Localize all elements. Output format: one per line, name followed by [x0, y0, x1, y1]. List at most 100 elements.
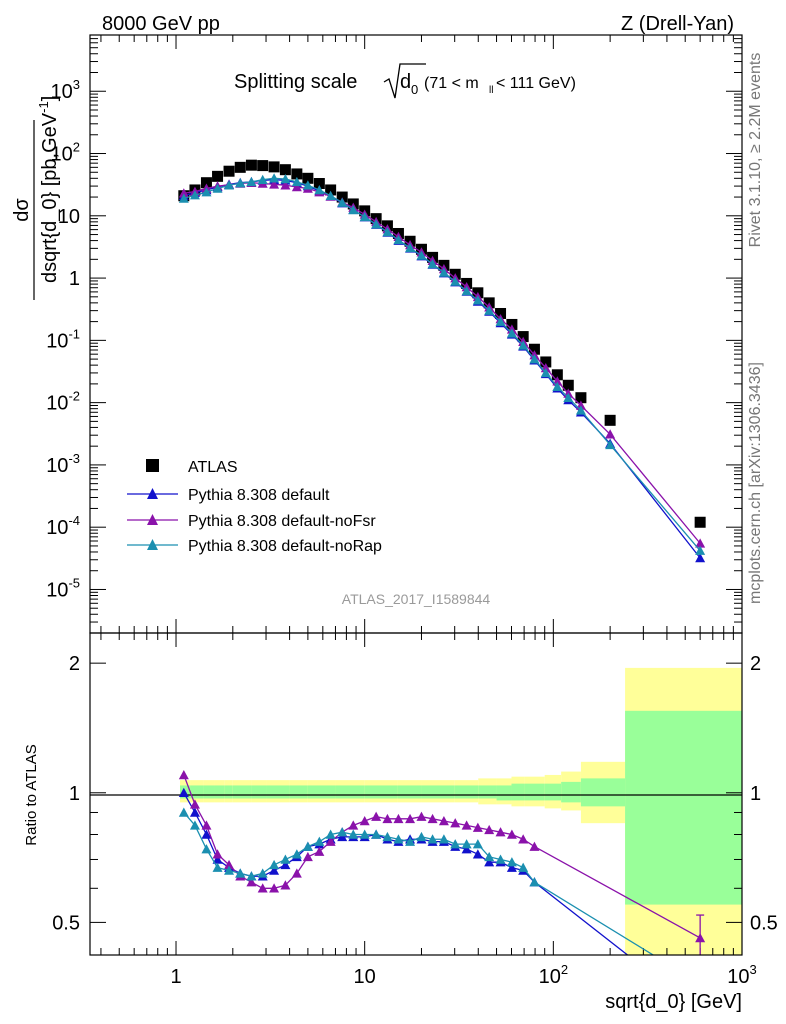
band-inner: [251, 785, 267, 799]
series-point-noRap: [212, 183, 223, 193]
ratio-point-default: [337, 831, 348, 842]
ratio-point-noFsr: [212, 849, 223, 859]
ratio-y-tick-label-right: 0.5: [750, 912, 778, 934]
band-inner: [561, 781, 581, 803]
atlas-point: [291, 168, 303, 180]
legend: ATLAS Pythia 8.308 default Pythia 8.308 …: [127, 459, 382, 555]
ratio-ticks: [90, 633, 742, 955]
title-main: Splitting scale: [234, 71, 357, 93]
series-point-noRap: [575, 405, 586, 415]
series-point-noRap: [371, 219, 382, 229]
series-point-noRap: [450, 276, 461, 286]
ratio-point-default: [484, 857, 495, 867]
ylabel-top: dσ: [11, 198, 33, 222]
main-y-tick-label: 10-2: [46, 389, 80, 415]
band-inner: [203, 785, 215, 799]
ratio-point-noRap: [314, 836, 325, 846]
ratio-point-noRap: [393, 834, 404, 844]
ratio-point-noFsr: [416, 811, 427, 821]
header-right: Z (Drell-Yan): [621, 13, 734, 35]
band-inner: [335, 785, 365, 799]
main-ticks: [90, 34, 742, 634]
ratio-point-noRap: [359, 829, 370, 839]
band-inner: [266, 785, 290, 799]
main-panel: 10-5 10-4 10-3 10-2 10-1 1 10 102 103 Splitting …: [11, 34, 743, 634]
series-point-default: [695, 553, 706, 563]
title-range-open: (71 < m: [424, 75, 479, 92]
ratio-point-noRap: [348, 829, 359, 839]
main-y-tick-labels: 10-5 10-4 10-3 10-2 10-1 1 10 102 103: [46, 77, 80, 601]
legend-marker-atlas: [146, 459, 159, 472]
ratio-point-noRap: [302, 841, 313, 851]
ratio-point-noFsr: [472, 822, 483, 832]
ratio-point-noFsr: [224, 859, 235, 870]
ratio-y-tick-label-right: 2: [750, 653, 761, 675]
ratio-point-noRap: [235, 868, 246, 878]
band-inner: [397, 785, 422, 799]
band-inner: [625, 710, 742, 905]
series-point-noRap: [280, 173, 291, 184]
series-point-noRap: [438, 267, 449, 277]
title-range-sub: ll: [489, 85, 493, 96]
main-y-tick-label: 103: [51, 77, 80, 103]
ratio-frame: [89, 632, 743, 956]
ratio-point-noFsr: [518, 834, 529, 844]
series-point-noRap: [427, 259, 438, 269]
ratio-point-noRap: [506, 857, 517, 867]
ratio-point-noFsr: [393, 813, 404, 824]
ratio-point-noRap: [495, 854, 506, 864]
main-series: [178, 159, 706, 563]
ratio-point-noFsr: [461, 820, 472, 830]
ratio-point-noRap: [291, 849, 302, 859]
atlas-point: [517, 331, 529, 343]
x-tick-label: 102: [539, 962, 568, 988]
ratio-point-noRap: [371, 829, 382, 839]
ratio-point-noFsr: [450, 818, 461, 828]
atlas-point: [562, 379, 574, 391]
ylabel-bottom: dsqrt{d_0} [pb,GeV-1]: [36, 96, 61, 283]
legend-label-atlas: ATLAS: [188, 459, 238, 476]
ratio-panel: 0.5 0.5 1 1 2 2 1 10 102 103 Ratio to ATLAS sqrt{…: [23, 632, 778, 1013]
series-point-noRap: [506, 328, 517, 338]
main-y-tick-label: 10-1: [46, 326, 80, 352]
ratio-point-noFsr: [291, 868, 302, 878]
series-point-noRap: [540, 367, 551, 378]
ratio-point-noRap: [178, 807, 189, 817]
band-inner: [214, 785, 225, 799]
ratio-point-default: [461, 844, 472, 854]
ratio-uncertainty-bands: [180, 667, 742, 955]
main-y-tick-label: 10-5: [46, 575, 80, 601]
series-point-noRap: [189, 190, 200, 200]
series-point-noRap: [518, 340, 529, 350]
atlas-point: [302, 172, 314, 184]
band-inner: [511, 783, 525, 801]
series-point-noFsr: [178, 188, 189, 198]
band-inner: [289, 785, 308, 799]
ratio-point-noFsr: [427, 813, 438, 824]
ratio-point-default: [212, 854, 223, 864]
ratio-point-noRap: [189, 820, 200, 830]
legend-label-default: Pythia 8.308 default: [188, 487, 330, 504]
ratio-point-noFsr: [484, 824, 495, 835]
x-tick-label: 1: [170, 966, 181, 988]
ratio-point-noFsr: [189, 799, 200, 809]
ratio-point-noFsr: [405, 813, 416, 824]
atlas-point: [200, 177, 212, 189]
ratio-point-noRap: [224, 865, 235, 875]
series-point-noRap: [325, 190, 336, 200]
series-point-noRap: [314, 184, 325, 195]
ratio-point-noRap: [438, 834, 449, 844]
mcplots-label: mcplots.cern.ch [arXiv:1306.3436]: [747, 362, 764, 604]
ratio-point-noRap: [337, 827, 348, 837]
ratio-point-noRap: [405, 836, 416, 846]
ratio-point-noFsr: [314, 846, 325, 856]
series-point-noRap: [337, 197, 348, 207]
main-y-tick-label: 102: [51, 140, 80, 166]
ratio-point-noRap: [269, 859, 280, 870]
atlas-point: [279, 164, 291, 176]
atlas-point: [551, 369, 563, 381]
ratio-point-noFsr: [371, 811, 382, 821]
series-point-noRap: [461, 286, 472, 296]
series-point-noFsr: [605, 429, 616, 439]
ratio-point-noRap: [325, 829, 336, 839]
